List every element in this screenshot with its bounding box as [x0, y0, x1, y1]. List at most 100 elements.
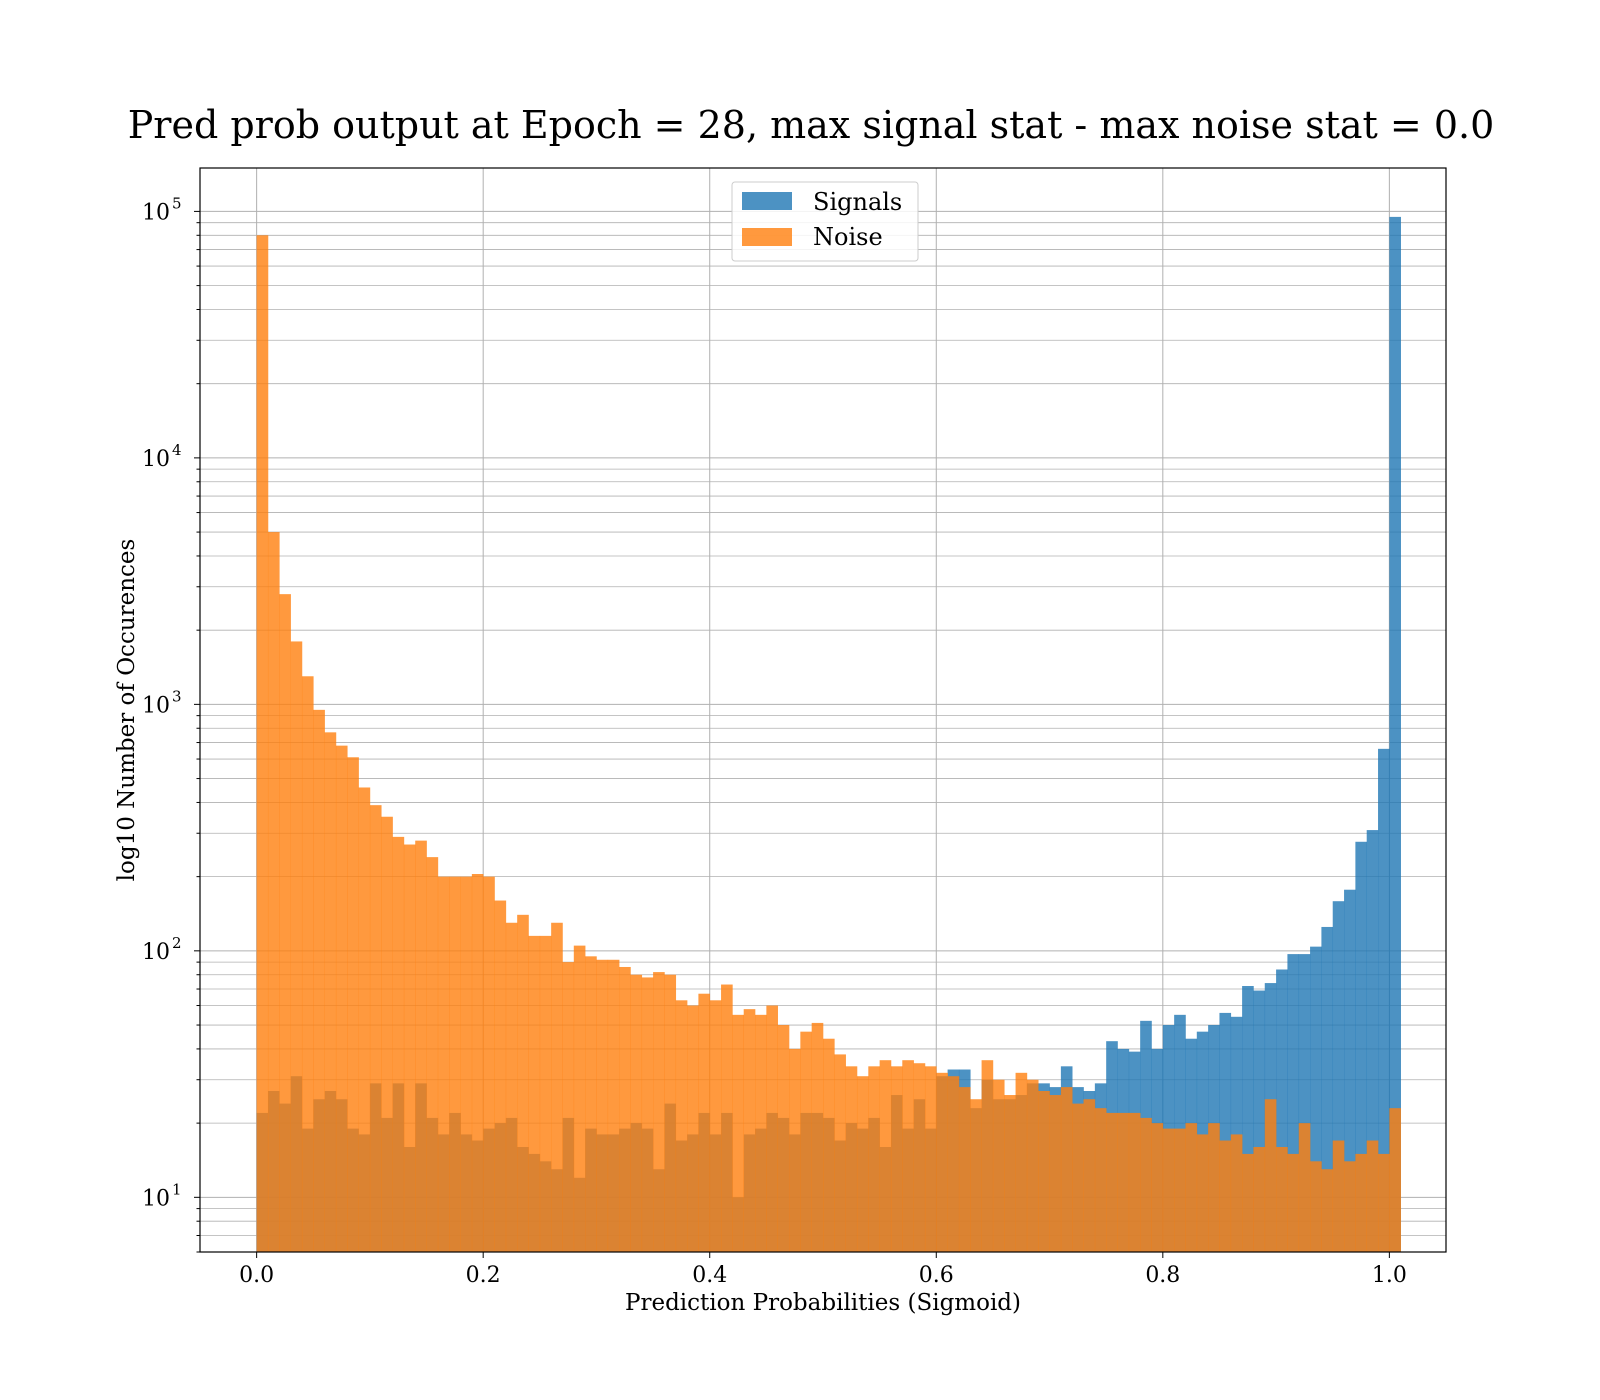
histogram-bar [834, 1054, 846, 1252]
histogram-bar [573, 945, 586, 1252]
histogram-bar [902, 1060, 914, 1252]
histogram-bar [415, 840, 427, 1252]
histogram-bar [936, 1072, 948, 1252]
histogram-bar [1185, 1123, 1198, 1252]
histogram-bar [1378, 748, 1390, 1252]
histogram-bar [970, 1099, 982, 1252]
histogram-bar [1094, 1108, 1107, 1252]
histogram-bar [1140, 1117, 1152, 1252]
histogram-bar [1355, 1153, 1368, 1252]
histogram-bar [562, 962, 575, 1252]
histogram-bar [675, 1000, 688, 1252]
histogram-bar [607, 959, 620, 1252]
histogram-bar [1344, 1161, 1356, 1252]
histogram-bar [619, 966, 631, 1252]
histogram-bar [845, 1066, 858, 1252]
histogram-bar [958, 1087, 971, 1252]
y-tick-label-exponent: 5 [172, 194, 182, 212]
histogram-bar [290, 641, 303, 1252]
x-axis-ticks: 0.0 0.2 0.4 0.6 0.8 1.0 [239, 1252, 1407, 1288]
histogram-bar [641, 977, 654, 1252]
histogram-bar [1355, 841, 1368, 1252]
histogram-bar [494, 900, 507, 1252]
histogram-bar [698, 993, 711, 1252]
histogram-bar [449, 876, 461, 1252]
histogram-bar [505, 922, 518, 1252]
histogram-bar [981, 1060, 994, 1252]
histogram-bar [1230, 1134, 1243, 1252]
histogram-bar [437, 876, 450, 1252]
histogram-bar [1287, 1153, 1300, 1252]
histogram-bar [1366, 1140, 1379, 1252]
x-tick-label: 0.2 [466, 1263, 501, 1288]
histogram-bar [1026, 1079, 1039, 1252]
histogram-bar [517, 914, 529, 1252]
histogram-bar [856, 1076, 869, 1252]
histogram-bar [890, 1066, 903, 1252]
histogram-bar [1332, 1140, 1345, 1252]
histogram-bar [279, 594, 291, 1252]
histogram-bar [755, 1014, 767, 1252]
histogram-bar [1151, 1123, 1164, 1252]
histogram-bar [1174, 1128, 1186, 1252]
histogram-bar [267, 532, 280, 1252]
histogram-bar [1219, 1012, 1232, 1252]
x-tick-label: 0.6 [919, 1263, 954, 1288]
histogram-bar [1015, 1072, 1028, 1252]
histogram-bar [347, 757, 359, 1252]
histogram-bar [585, 956, 597, 1252]
histogram-bar [800, 1031, 812, 1252]
y-tick-label-exponent: 2 [172, 934, 182, 952]
histogram-bar [483, 876, 495, 1252]
histogram-bar [460, 876, 473, 1252]
histogram-bar [1196, 1134, 1209, 1252]
histogram-bar [1106, 1112, 1118, 1252]
histogram-bar [709, 1000, 722, 1252]
histogram-bar [868, 1066, 880, 1252]
histogram-bar [1321, 1169, 1334, 1252]
histogram-bar [789, 1048, 801, 1252]
histogram-bar [1038, 1090, 1050, 1252]
y-tick-label: 10 [142, 940, 170, 965]
histogram-bar [1083, 1099, 1096, 1252]
histogram-bar [313, 709, 325, 1252]
histogram-bar [381, 816, 393, 1252]
histogram-bar [1049, 1095, 1062, 1252]
y-tick-label-exponent: 3 [172, 687, 182, 705]
histogram-bar [823, 1038, 835, 1252]
y-tick-label: 10 [142, 447, 170, 472]
histogram-bar [1344, 889, 1356, 1252]
legend-swatch-noise [742, 228, 792, 246]
histogram-bar [1287, 954, 1300, 1252]
histogram-bar [369, 805, 382, 1252]
histogram-bar [743, 1009, 756, 1252]
histogram-bar [879, 1060, 892, 1252]
histogram-bar [766, 1005, 778, 1252]
histogram-bar [687, 1005, 699, 1252]
histogram-bar [777, 1025, 790, 1252]
histogram-bar [1162, 1128, 1175, 1252]
histogram-bar [1242, 1153, 1254, 1252]
histogram-bar [721, 984, 733, 1252]
legend-label-signals: Signals [813, 188, 902, 216]
histogram-bar [1276, 1147, 1288, 1252]
histogram-bar [1389, 1108, 1401, 1252]
legend-label-noise: Noise [813, 223, 883, 251]
y-tick-label-exponent: 4 [172, 441, 182, 459]
histogram-bar [1117, 1112, 1130, 1252]
chart-title: Pred prob output at Epoch = 28, max sign… [128, 103, 1495, 147]
histogram-bar [324, 732, 337, 1252]
x-tick-label: 0.4 [692, 1263, 727, 1288]
y-axis-label: log10 Number of Occurences [114, 539, 140, 882]
legend-swatch-signals [742, 192, 792, 210]
histogram-bar [471, 873, 484, 1252]
histogram-bar [1310, 1161, 1322, 1252]
x-axis-label: Prediction Probabilities (Sigmoid) [625, 1290, 1021, 1316]
legend: Signals Noise [731, 181, 919, 262]
histogram-bar [539, 935, 552, 1252]
x-tick-label: 1.0 [1372, 1263, 1407, 1288]
bars-layer [256, 216, 1401, 1253]
histogram-bar [1298, 954, 1311, 1252]
